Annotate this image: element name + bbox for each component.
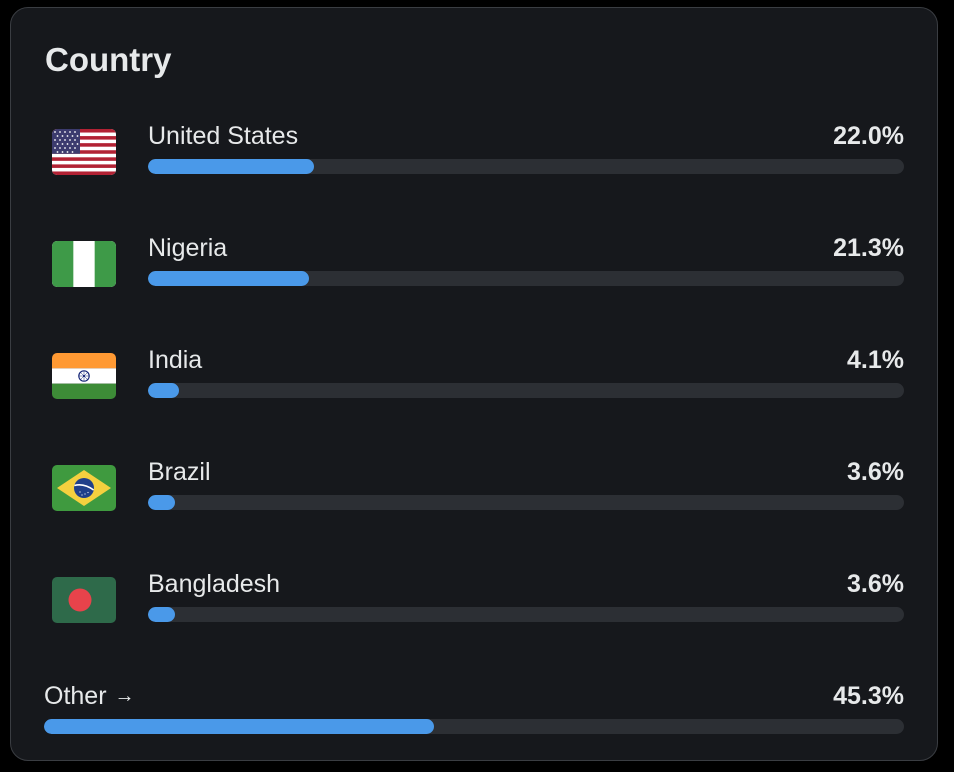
progress-track — [148, 271, 904, 286]
other-percent: 45.3% — [833, 682, 904, 710]
progress-track — [148, 383, 904, 398]
progress-track — [148, 159, 904, 174]
country-percent: 3.6% — [847, 570, 904, 598]
progress-fill — [148, 271, 310, 286]
country-row-bangladesh: Bangladesh 3.6% — [11, 569, 937, 659]
progress-fill — [148, 607, 176, 622]
country-name: Nigeria — [148, 234, 228, 262]
us-flag-icon — [52, 129, 116, 175]
other-row[interactable]: Other → 45.3% — [11, 681, 937, 771]
progress-track — [148, 607, 904, 622]
country-row-brazil: Brazil 3.6% — [11, 457, 937, 547]
other-label: Other — [44, 682, 107, 710]
progress-fill — [148, 383, 179, 398]
progress-track — [148, 495, 904, 510]
country-name: Brazil — [148, 458, 211, 486]
progress-fill — [148, 495, 176, 510]
india-flag-icon — [52, 353, 116, 399]
country-row-nigeria: Nigeria 21.3% — [11, 233, 937, 323]
progress-fill — [148, 159, 315, 174]
progress-fill — [44, 719, 434, 734]
country-row-india: India 4.1% — [11, 345, 937, 435]
country-card: Country — [10, 7, 938, 761]
country-name: United States — [148, 122, 299, 150]
country-name: India — [148, 346, 203, 374]
country-percent: 21.3% — [833, 234, 904, 262]
bangladesh-flag-icon — [52, 577, 116, 623]
country-name: Bangladesh — [148, 570, 281, 598]
card-title: Country — [45, 41, 172, 78]
country-percent: 3.6% — [847, 458, 904, 486]
country-percent: 22.0% — [833, 122, 904, 150]
country-row-united-states: United States 22.0% — [11, 121, 937, 211]
progress-track — [44, 719, 904, 734]
nigeria-flag-icon — [52, 241, 116, 287]
arrow-right-icon: → — [114, 685, 135, 707]
other-link[interactable]: Other → — [44, 681, 135, 711]
brazil-flag-icon — [52, 465, 116, 511]
country-percent: 4.1% — [847, 346, 904, 374]
